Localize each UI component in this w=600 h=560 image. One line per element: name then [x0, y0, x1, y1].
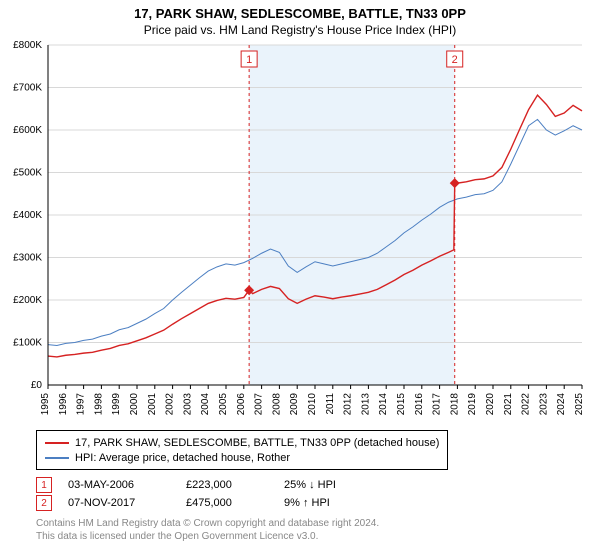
event-row: 2 07-NOV-2017 £475,000 9% ↑ HPI: [36, 494, 392, 512]
svg-text:2000: 2000: [129, 393, 140, 416]
svg-text:2005: 2005: [218, 393, 229, 416]
svg-text:£100K: £100K: [13, 338, 42, 349]
svg-text:1998: 1998: [93, 393, 104, 416]
legend: 17, PARK SHAW, SEDLESCOMBE, BATTLE, TN33…: [36, 430, 448, 470]
legend-label: HPI: Average price, detached house, Roth…: [75, 452, 290, 464]
chart-title: 17, PARK SHAW, SEDLESCOMBE, BATTLE, TN33…: [0, 6, 600, 21]
sale-events: 1 03-MAY-2006 £223,000 25% ↓ HPI 2 07-NO…: [36, 476, 392, 512]
svg-text:2001: 2001: [147, 393, 158, 416]
footer-line: Contains HM Land Registry data © Crown c…: [36, 518, 379, 531]
svg-text:£500K: £500K: [13, 168, 42, 179]
legend-item: 17, PARK SHAW, SEDLESCOMBE, BATTLE, TN33…: [45, 435, 439, 450]
event-row: 1 03-MAY-2006 £223,000 25% ↓ HPI: [36, 476, 392, 494]
svg-text:2024: 2024: [556, 393, 567, 416]
svg-text:1997: 1997: [76, 393, 87, 416]
svg-text:2: 2: [452, 54, 458, 66]
svg-text:2017: 2017: [432, 393, 443, 416]
svg-text:2014: 2014: [378, 393, 389, 416]
svg-text:1996: 1996: [58, 393, 69, 416]
svg-text:2013: 2013: [360, 393, 371, 416]
svg-text:1: 1: [246, 54, 252, 66]
svg-text:2025: 2025: [574, 393, 585, 416]
svg-text:£600K: £600K: [13, 125, 42, 136]
svg-text:£300K: £300K: [13, 253, 42, 264]
svg-text:2015: 2015: [396, 393, 407, 416]
legend-item: HPI: Average price, detached house, Roth…: [45, 450, 439, 465]
svg-text:2007: 2007: [254, 393, 265, 416]
svg-text:2008: 2008: [271, 393, 282, 416]
svg-text:2010: 2010: [307, 393, 318, 416]
title-block: 17, PARK SHAW, SEDLESCOMBE, BATTLE, TN33…: [0, 0, 600, 37]
chart-container: 17, PARK SHAW, SEDLESCOMBE, BATTLE, TN33…: [0, 0, 600, 560]
svg-text:2019: 2019: [467, 393, 478, 416]
svg-text:2012: 2012: [343, 393, 354, 416]
svg-text:£400K: £400K: [13, 210, 42, 221]
footer-line: This data is licensed under the Open Gov…: [36, 531, 379, 544]
legend-swatch: [45, 457, 69, 459]
svg-text:2011: 2011: [325, 393, 336, 415]
footer-attribution: Contains HM Land Registry data © Crown c…: [36, 518, 379, 543]
svg-text:£700K: £700K: [13, 83, 42, 94]
svg-text:2002: 2002: [165, 393, 176, 416]
svg-text:2018: 2018: [449, 393, 460, 416]
svg-text:£0: £0: [31, 380, 43, 391]
event-marker-icon: 1: [36, 477, 52, 493]
svg-text:2009: 2009: [289, 393, 300, 416]
legend-swatch: [45, 442, 69, 444]
event-date: 03-MAY-2006: [68, 479, 158, 491]
svg-text:2016: 2016: [414, 393, 425, 416]
svg-text:£200K: £200K: [13, 295, 42, 306]
svg-text:1995: 1995: [40, 393, 51, 416]
legend-label: 17, PARK SHAW, SEDLESCOMBE, BATTLE, TN33…: [75, 437, 439, 449]
svg-text:2021: 2021: [503, 393, 514, 416]
price-chart: £0 £100K £200K £300K £400K £500K £600K £700K £80…: [0, 37, 600, 417]
svg-text:1999: 1999: [111, 393, 122, 416]
chart-subtitle: Price paid vs. HM Land Registry's House …: [0, 23, 600, 37]
svg-text:2020: 2020: [485, 393, 496, 416]
svg-text:2003: 2003: [182, 393, 193, 416]
event-price: £475,000: [186, 497, 256, 509]
svg-text:2006: 2006: [236, 393, 247, 416]
svg-text:£800K: £800K: [13, 40, 42, 51]
svg-text:2023: 2023: [538, 393, 549, 416]
event-marker-icon: 2: [36, 495, 52, 511]
event-hpi-delta: 25% ↓ HPI: [284, 479, 364, 491]
event-price: £223,000: [186, 479, 256, 491]
svg-text:2004: 2004: [200, 393, 211, 416]
svg-text:2022: 2022: [521, 393, 532, 416]
event-hpi-delta: 9% ↑ HPI: [284, 497, 364, 509]
event-date: 07-NOV-2017: [68, 497, 158, 509]
